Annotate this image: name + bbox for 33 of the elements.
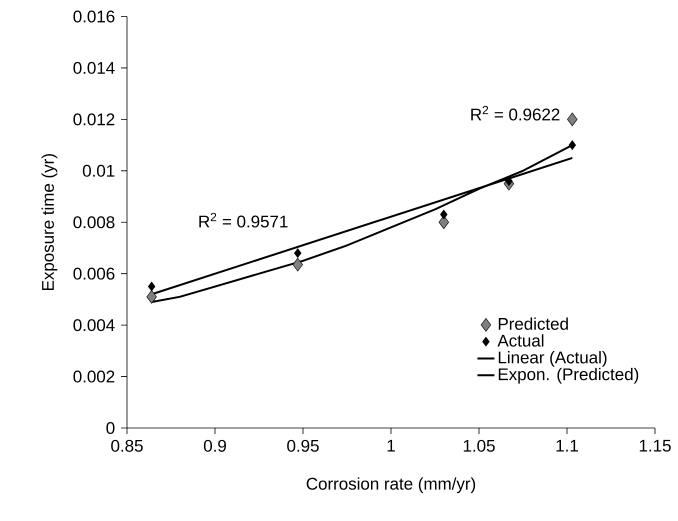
point — [438, 215, 449, 230]
point — [292, 258, 303, 272]
legend-label: Actual — [497, 334, 544, 347]
y-tick-label: 0.01 — [82, 164, 114, 177]
y-tick-label: 0.014 — [73, 62, 115, 74]
annotation: R$^{2}$ = 0.9571 — [199, 212, 288, 228]
point — [567, 112, 578, 126]
point — [505, 176, 513, 186]
y-tick-label: 0.008 — [73, 216, 114, 228]
annotation: R$^{2}$ = 0.9622 — [471, 106, 560, 121]
x-tick-label: 0.85 — [111, 440, 143, 452]
point — [440, 210, 448, 220]
x-tick-label: 1.15 — [640, 440, 671, 452]
x-tick-label: 0.95 — [287, 440, 319, 452]
x-tick-label: 1 — [388, 440, 395, 452]
y-tick-label: 0.004 — [73, 319, 115, 332]
point — [146, 290, 157, 304]
point — [568, 140, 576, 150]
x-tick-label: 1.1 — [556, 440, 578, 452]
x-tick-label: 0.9 — [204, 440, 226, 452]
y-tick-label: 0.002 — [73, 370, 114, 383]
point — [294, 248, 302, 258]
legend-label: Predicted — [498, 317, 568, 330]
y-axis-title: Exposure time (yr) — [42, 154, 58, 290]
y-tick-label: 0.006 — [73, 268, 114, 280]
y-tick-label: 0 — [106, 422, 115, 434]
y-tick-label: 0.012 — [73, 113, 114, 126]
x-tick-label: 1.05 — [464, 440, 495, 452]
x-axis-title: Corrosion rate (mm/yr) — [306, 477, 476, 494]
y-tick-label: 0.016 — [73, 10, 114, 22]
point — [148, 282, 156, 292]
legend-label: Expon. (Predicted) — [498, 368, 638, 384]
legend-label: Linear (Actual) — [498, 351, 606, 367]
